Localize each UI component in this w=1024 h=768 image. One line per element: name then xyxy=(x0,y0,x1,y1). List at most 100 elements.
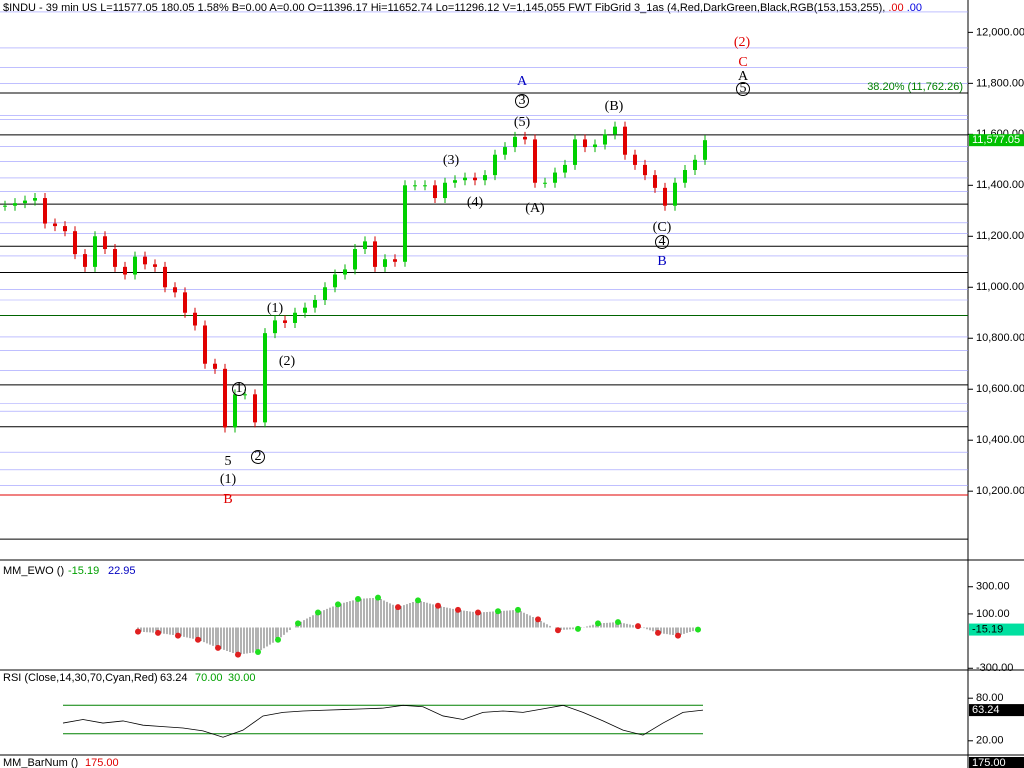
wave-label: (2) xyxy=(734,35,751,50)
candle xyxy=(183,292,187,313)
candle xyxy=(493,154,497,176)
candle xyxy=(523,136,527,140)
rsi-line xyxy=(62,704,704,738)
fib-label: 38.20% (11,762.26) xyxy=(867,81,963,93)
candle xyxy=(113,249,117,267)
wave-circle xyxy=(655,235,669,249)
ewo-dot xyxy=(515,606,521,613)
candle xyxy=(143,256,147,265)
ewo-dot xyxy=(615,619,621,626)
candle xyxy=(473,177,477,181)
ewo-dot xyxy=(235,651,241,658)
last-value-label: 63.24 xyxy=(972,704,1000,716)
y-tick-label: 10,400.00 xyxy=(976,434,1024,446)
header-text: .00 xyxy=(888,2,903,14)
pane-value: 30.00 xyxy=(228,672,256,684)
candle xyxy=(83,254,87,267)
candle xyxy=(583,139,587,148)
candle xyxy=(393,259,397,262)
candle xyxy=(93,236,97,267)
candle xyxy=(173,287,177,293)
ewo-dot xyxy=(675,632,681,639)
wave-circle xyxy=(515,94,529,108)
candle xyxy=(73,231,77,255)
candle xyxy=(33,198,37,201)
candle xyxy=(543,182,547,184)
last-value-label: -15.19 xyxy=(972,623,1003,635)
candle xyxy=(453,180,457,183)
candle xyxy=(333,274,337,288)
y-tick-label: 11,200.00 xyxy=(976,230,1024,242)
candle xyxy=(383,259,387,267)
candle xyxy=(23,200,27,204)
wave-label: B xyxy=(223,492,232,507)
ewo-dot xyxy=(175,632,181,639)
wave-label: (1) xyxy=(267,301,284,316)
candle xyxy=(213,363,217,369)
candle xyxy=(653,175,657,188)
candle xyxy=(63,226,67,232)
candle xyxy=(443,182,447,199)
y-tick-label: 100.00 xyxy=(976,608,1010,620)
pane-value: -15.19 xyxy=(68,565,99,577)
wave-label: (1) xyxy=(220,472,237,487)
pane-title: MM_EWO () xyxy=(3,565,64,577)
ewo-dot xyxy=(535,616,541,623)
header: $INDU - 39 min US L=11577.05 180.05 1.58… xyxy=(3,2,922,14)
candle xyxy=(3,205,7,207)
pane-value: 175.00 xyxy=(85,757,119,768)
y-tick-label: 80.00 xyxy=(976,692,1004,704)
candle xyxy=(593,144,597,148)
header-text: $INDU - 39 min US L=11577.05 180.05 1.58… xyxy=(3,2,885,14)
candle xyxy=(203,325,207,364)
candle xyxy=(363,241,367,250)
candle xyxy=(343,269,347,275)
y-tick-label: 12,000.00 xyxy=(976,26,1024,38)
wave-label: 4 xyxy=(659,234,666,249)
candle xyxy=(403,185,407,262)
wave-circle xyxy=(251,450,265,464)
wave-label: B xyxy=(657,254,666,269)
candle xyxy=(513,136,517,148)
header-text: .00 xyxy=(907,2,922,14)
wave-label: C xyxy=(738,55,747,70)
ewo-dot xyxy=(635,623,641,630)
ewo-dot xyxy=(695,626,701,633)
wave-label: (2) xyxy=(279,354,296,369)
ewo-dot xyxy=(255,648,261,655)
wave-label: 5 xyxy=(225,454,232,469)
candle xyxy=(123,266,127,275)
y-tick-label: 10,600.00 xyxy=(976,383,1024,395)
candle xyxy=(503,147,507,155)
wave-label: (B) xyxy=(605,99,624,114)
candle xyxy=(553,172,557,183)
wave-label: (A) xyxy=(525,201,545,216)
ewo-dot xyxy=(155,629,161,636)
candle xyxy=(223,368,227,428)
wave-label: 1 xyxy=(236,381,243,396)
pane-title: MM_BarNum () xyxy=(3,757,78,768)
candle xyxy=(263,333,267,423)
ewo-dot xyxy=(555,627,561,634)
wave-label: (C) xyxy=(653,220,672,235)
candle xyxy=(673,182,677,206)
pane-title: RSI (Close,14,30,70,Cyan,Red) xyxy=(3,672,158,684)
y-tick-label: 300.00 xyxy=(976,581,1010,593)
ewo-dot xyxy=(355,595,361,602)
wave-label: 5 xyxy=(740,81,747,96)
candle xyxy=(323,287,327,301)
candle xyxy=(313,300,317,308)
y-tick-label: 10,800.00 xyxy=(976,332,1024,344)
ewo-dot xyxy=(455,606,461,613)
y-tick-label: -300.00 xyxy=(976,662,1013,674)
last-value-box xyxy=(969,704,1024,717)
candle xyxy=(243,394,247,396)
wave-label: (5) xyxy=(514,115,531,130)
candle xyxy=(193,312,197,326)
last-value-box xyxy=(969,134,1024,147)
y-tick-label: 11,000.00 xyxy=(976,281,1024,293)
candle xyxy=(563,164,567,173)
